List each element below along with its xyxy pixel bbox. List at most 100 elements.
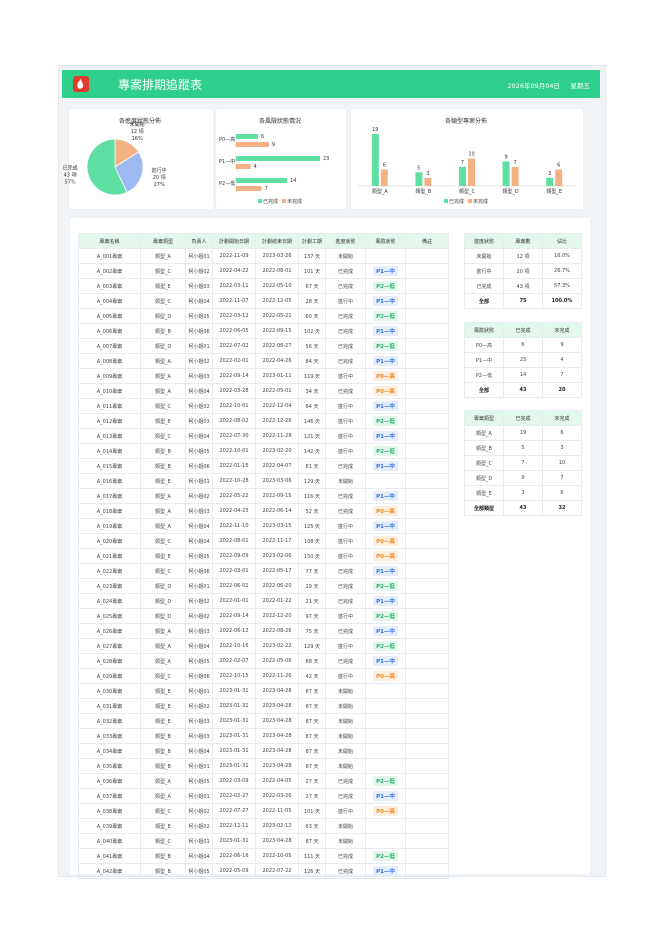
- risk-badge: P1—中: [373, 521, 398, 531]
- table-cell: 類型_A: [140, 518, 186, 534]
- legend-label: 未完成: [473, 198, 488, 205]
- table-cell: 2022-08-01: [255, 263, 299, 279]
- table-cell: 137 天: [298, 248, 326, 264]
- table-cell: [405, 338, 449, 354]
- table-row: A_014專案 類型_B 柯小姐05 2022-10-01 2023-02-20 142 …: [78, 443, 449, 459]
- table-cell: [405, 533, 449, 549]
- value-label: 3: [426, 171, 429, 177]
- table-cell: 進行中: [464, 263, 504, 279]
- pie-percent: 57%: [65, 180, 76, 186]
- table-cell: 125 天: [298, 518, 326, 534]
- table-cell: [405, 518, 449, 534]
- table-cell: A_006專案: [78, 323, 141, 339]
- value-label: 19: [372, 127, 378, 133]
- table-cell: 已完成: [325, 503, 366, 519]
- table-cell: 88 天: [298, 653, 326, 669]
- table-row: A_032專案 類型_E 柯小姐03 2023-01-31 2023-04-28 87 天…: [78, 713, 449, 729]
- table-cell: [405, 743, 449, 759]
- table-cell: P2—低: [365, 278, 406, 294]
- table-row: A_024專案 類型_D 柯小姐02 2022-01-01 2022-01-22 21 天…: [78, 593, 449, 609]
- table-cell: P1—中: [464, 352, 504, 368]
- table-cell: [405, 488, 449, 504]
- main-table: 專案名稱 專案類型 負責人 計劃開始日期 計劃結束日期 計劃工期 進度狀態 風險狀態 備註 A_0…: [78, 233, 449, 879]
- table-cell: P2—低: [365, 608, 406, 624]
- status-text: 進行中: [337, 538, 353, 545]
- table-cell: [405, 308, 449, 324]
- table-cell: 2022-05-09: [212, 863, 256, 879]
- value-label: 7: [514, 160, 517, 166]
- table-cell: [405, 263, 449, 279]
- risk-badge: P1—中: [373, 296, 398, 306]
- table-cell: 柯小姐01: [185, 833, 213, 849]
- table-cell: 2022-07-22: [255, 863, 299, 879]
- table-cell: 129 天: [298, 473, 326, 489]
- header-row: 專案類型 已完成 未完成: [464, 410, 582, 426]
- table-cell: 2022-03-01: [212, 563, 256, 579]
- column-header: 計劃結束日期: [255, 233, 299, 249]
- table-cell: 2022-09-14: [212, 608, 256, 624]
- column-header: 備註: [405, 233, 449, 249]
- pie-slice: [114, 151, 144, 193]
- table-cell: 柯小姐01: [185, 248, 213, 264]
- table-row: A_016專案 類型_E 柯小姐01 2022-10-28 2023-03-06 129 …: [78, 473, 449, 489]
- table-cell: 2022-11-10: [212, 518, 256, 534]
- table-cell: A_017專案: [78, 488, 141, 504]
- status-text: 已完成: [337, 598, 353, 605]
- table-cell: 2022-02-01: [212, 353, 256, 369]
- table-cell: 類型_D: [140, 593, 186, 609]
- table-cell: 類型_B: [140, 848, 186, 864]
- table-cell: P1—中: [365, 593, 406, 609]
- bar: [236, 156, 320, 161]
- chart-title: 各類型專案分佈: [445, 117, 487, 125]
- table-cell: A_009專案: [78, 368, 141, 384]
- column-header: 風險狀態: [365, 233, 406, 249]
- table-cell: 柯小姐04: [185, 638, 213, 654]
- table-cell: 柯小姐03: [185, 503, 213, 519]
- pie-percent: 16%: [132, 136, 143, 142]
- table-cell: A_016專案: [78, 473, 141, 489]
- table-cell: A_008專案: [78, 353, 141, 369]
- table-cell: 柯小姐01: [185, 473, 213, 489]
- table-cell: A_041專案: [78, 848, 141, 864]
- value-label: 10: [468, 152, 474, 158]
- table-cell: A_011專案: [78, 398, 141, 414]
- table-row: A_004專案 類型_C 柯小姐04 2022-11-07 2022-12-05 28 天…: [78, 293, 449, 309]
- table-cell: 2022-04-26: [255, 353, 299, 369]
- table-cell: 類型_E: [140, 413, 186, 429]
- table-cell: 146 天: [298, 413, 326, 429]
- status-text: 已完成: [337, 508, 353, 515]
- table-cell: P1—中: [365, 263, 406, 279]
- table-cell: 2023-01-31: [212, 728, 256, 744]
- table-cell: [365, 818, 406, 834]
- table-cell: 2022-07-02: [212, 338, 256, 354]
- table-row: A_034專案 類型_B 柯小姐04 2023-01-31 2023-04-28 87 天…: [78, 743, 449, 759]
- risk-badge: P1—中: [373, 326, 398, 336]
- table-row: A_042專案 類型_B 柯小姐05 2022-05-09 2022-07-22 126 …: [78, 863, 449, 879]
- table-cell: 26.7%: [542, 263, 582, 279]
- table-cell: 柯小姐03: [185, 728, 213, 744]
- table-cell: 進行中: [325, 533, 366, 549]
- risk-badge: P1—中: [373, 431, 398, 441]
- table-cell: 2023-01-31: [212, 758, 256, 774]
- table-cell: 2022-03-12: [212, 308, 256, 324]
- table-cell: 柯小姐05: [185, 653, 213, 669]
- table-cell: 42 天: [298, 668, 326, 684]
- summary-table: 風險狀態 已完成 未完成 P0—高 6 9 P1—中 23 4 P2—低 14 7 全部 43 20: [464, 322, 582, 398]
- table-cell: 類型_B: [140, 443, 186, 459]
- table-cell: 2023-01-31: [212, 833, 256, 849]
- table-cell: 57.3%: [542, 278, 582, 294]
- table-row: A_009專案 類型_A 柯小姐03 2022-09-14 2023-01-11 119 …: [78, 368, 449, 384]
- column-header: 專案名稱: [78, 233, 141, 249]
- table-cell: A_015專案: [78, 458, 141, 474]
- risk-badge: P2—低: [373, 341, 398, 351]
- table-cell: 2022-03-28: [212, 383, 256, 399]
- table-cell: 類型_A: [140, 788, 186, 804]
- table-cell: 2023-04-28: [255, 833, 299, 849]
- table-cell: 柯小姐01: [185, 338, 213, 354]
- table-cell: 2022-06-14: [255, 503, 299, 519]
- table-cell: 類型_C: [140, 833, 186, 849]
- value-label: 6: [557, 163, 560, 169]
- table-cell: 已完成: [325, 338, 366, 354]
- table-row: A_029專案 類型_C 柯小姐06 2022-10-15 2022-11-26 42 天…: [78, 668, 449, 684]
